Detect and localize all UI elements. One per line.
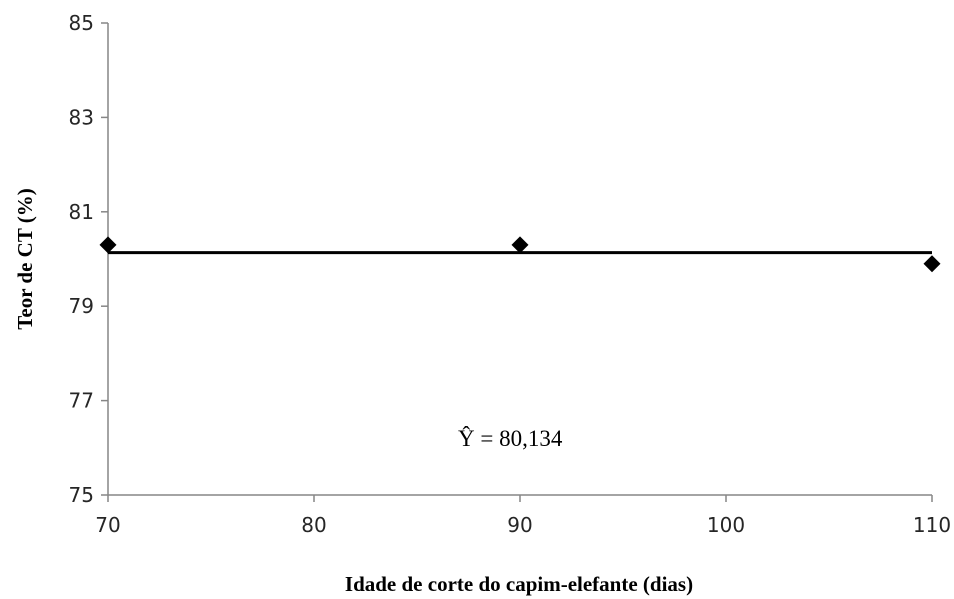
y-tick-label: 85 xyxy=(69,11,94,35)
y-tick-label: 75 xyxy=(69,483,94,507)
data-point xyxy=(99,236,117,254)
y-tick-label: 79 xyxy=(69,294,94,318)
x-tick-label: 80 xyxy=(301,513,326,537)
plot-area: 75 77 79 81 83 85 70 80 90 100 110 xyxy=(69,11,952,537)
x-tick-label: 100 xyxy=(707,513,745,537)
y-tick-label: 81 xyxy=(69,200,94,224)
y-tick-label: 77 xyxy=(69,389,94,413)
x-axis-ticks: 70 80 90 100 110 xyxy=(95,495,951,537)
x-tick-label: 110 xyxy=(913,513,951,537)
data-point xyxy=(511,236,529,254)
x-tick-label: 90 xyxy=(507,513,532,537)
data-point xyxy=(923,255,941,273)
regression-equation: Ŷ = 80,134 xyxy=(458,426,563,451)
y-axis-ticks: 75 77 79 81 83 85 xyxy=(69,11,108,507)
data-points xyxy=(99,236,941,273)
x-axis-title: Idade de corte do capim-elefante (dias) xyxy=(345,572,693,596)
y-tick-label: 83 xyxy=(69,105,94,129)
y-axis-title: Teor de CT (%) xyxy=(13,188,37,329)
x-tick-label: 70 xyxy=(95,513,120,537)
